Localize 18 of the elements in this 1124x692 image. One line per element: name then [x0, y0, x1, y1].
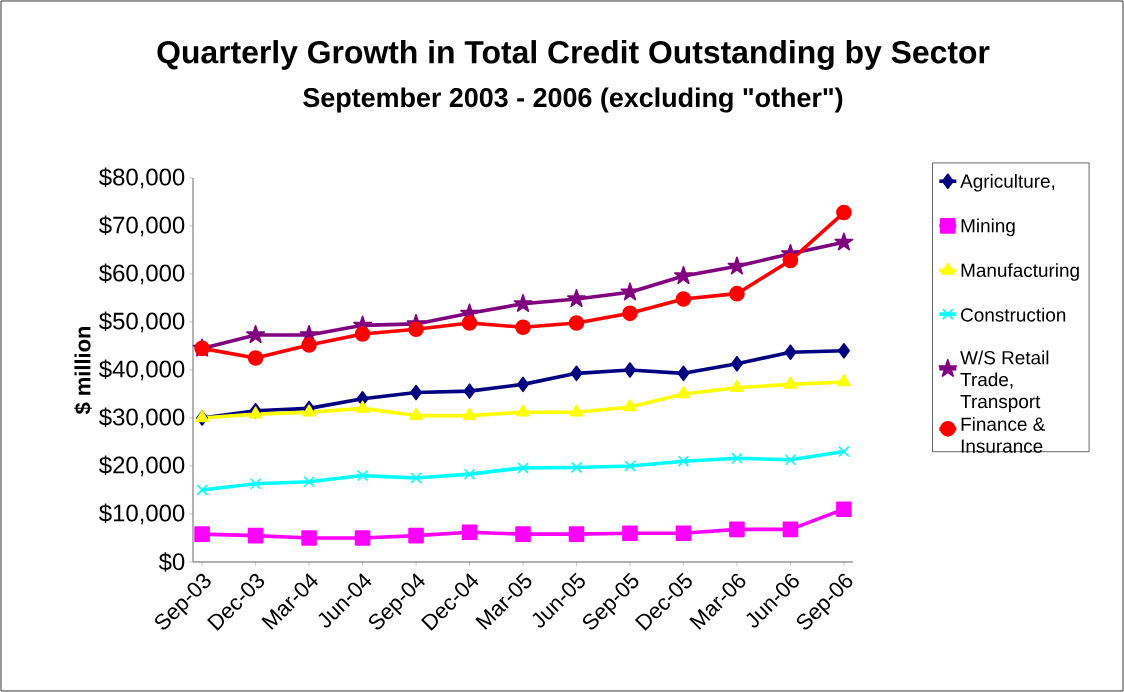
y-tick-label: $40,000: [99, 359, 185, 381]
legend-label: W/S Retail Trade, Transport: [960, 350, 1049, 412]
legend-label: Finance & Insurance: [961, 416, 1046, 453]
y-tick-label: $0: [158, 552, 185, 572]
legend-label: Construction: [961, 307, 1066, 322]
legend-label: Agriculture,: [960, 173, 1055, 192]
chart-title: Quarterly Growth in Total Credit Outstanding by Sector: [157, 40, 990, 70]
legend-label: Mining: [961, 218, 1015, 237]
y-tick-label: $10,000: [99, 503, 185, 525]
y-tick-label: $20,000: [99, 455, 185, 477]
y-tick-label: $80,000: [99, 167, 185, 189]
chart-subtitle: September 2003 - 2006 (excluding "other"): [303, 87, 843, 113]
legend-label: Manufacturing: [961, 263, 1079, 281]
y-tick-label: $60,000: [99, 263, 185, 285]
y-axis-title: $ million: [74, 326, 92, 415]
y-tick-label: $50,000: [99, 311, 185, 333]
y-tick-label: $30,000: [99, 407, 185, 429]
y-tick-label: $70,000: [99, 215, 185, 237]
